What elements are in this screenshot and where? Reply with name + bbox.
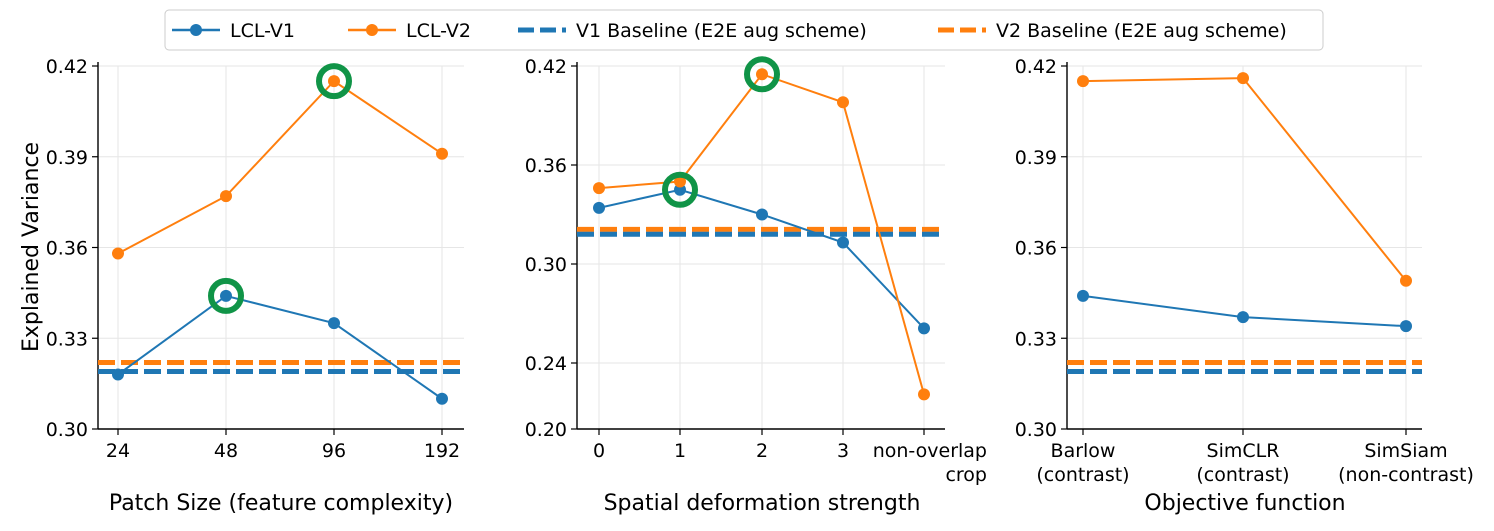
data-point-v1: [436, 392, 448, 405]
legend-marker: [366, 24, 378, 36]
legend-item: V1 Baseline (E2E aug scheme): [518, 20, 867, 42]
y-tick-label: 0.33: [46, 328, 88, 350]
y-tick-label: 0.24: [525, 353, 567, 375]
series-line-v2: [1082, 77, 1407, 282]
legend-label: LCL-V2: [406, 20, 471, 42]
x-axis-title: Patch Size (feature complexity): [109, 491, 453, 516]
data-point-v2: [593, 182, 605, 195]
data-point-v1: [1077, 289, 1089, 302]
data-point-v1: [1237, 311, 1249, 324]
data-point-v1: [220, 289, 232, 302]
x-tick-label: 96: [322, 440, 346, 462]
data-point-v1: [756, 208, 768, 221]
y-tick-label: 0.42: [1015, 56, 1057, 78]
data-point-v1: [837, 236, 849, 249]
data-point-v2: [1077, 75, 1089, 88]
y-tick-label: 0.36: [1015, 238, 1057, 260]
legend-item: LCL-V2: [348, 20, 471, 42]
highlight-ring: [316, 63, 352, 100]
y-tick-label: 0.20: [525, 419, 567, 441]
x-tick-label: non-overlap crop: [873, 440, 987, 486]
x-tick-label: SimSiam (non-contrast): [1338, 440, 1474, 486]
highlight-ring: [208, 277, 244, 314]
y-tick-label: 0.39: [46, 147, 88, 169]
y-tick-label: 0.42: [46, 56, 88, 78]
data-point-v2: [918, 388, 930, 401]
legend-label: LCL-V1: [230, 20, 295, 42]
data-point-v2: [220, 190, 232, 203]
y-tick-label: 0.30: [46, 419, 88, 441]
x-tick-label: Barlow (contrast): [1036, 440, 1129, 486]
y-tick-label: 0.36: [46, 238, 88, 260]
legend-label: V1 Baseline (E2E aug scheme): [576, 20, 867, 42]
x-tick-label: 24: [106, 440, 130, 462]
y-tick-label: 0.36: [525, 155, 567, 177]
legend-label: V2 Baseline (E2E aug scheme): [996, 20, 1287, 42]
legend-marker: [190, 24, 202, 36]
panel-patch-size: 0.30 0.33 0.36 0.39 0.42 24 48 96 192 Patch Size …: [46, 56, 464, 516]
data-point-v2: [674, 175, 686, 188]
series-line-v1: [117, 294, 443, 400]
legend-item: LCL-V1: [172, 20, 295, 42]
y-tick-label: 0.39: [1015, 147, 1057, 169]
legend-item: V2 Baseline (E2E aug scheme): [938, 20, 1287, 42]
x-axis-title: Objective function: [1144, 491, 1345, 516]
x-tick-label: 3: [837, 440, 849, 462]
data-point-v1: [674, 183, 686, 196]
x-tick-label: 2: [756, 440, 768, 462]
x-tick-label: SimCLR (contrast): [1196, 440, 1289, 486]
data-point-v1: [593, 201, 605, 214]
y-tick-label: 0.42: [525, 56, 567, 78]
legend-frame: [164, 9, 1324, 51]
highlight-ring: [662, 171, 698, 208]
panel-spatial-deformation: 0.20 0.24 0.30 0.36 0.42 0 1 2 3 non-overlap crop S…: [525, 56, 987, 516]
x-tick-label: 0: [593, 440, 605, 462]
x-axis-title: Spatial deformation strength: [604, 491, 921, 516]
data-point-v2: [756, 68, 768, 81]
data-point-v2: [1400, 274, 1412, 287]
data-point-v1: [112, 368, 124, 381]
legend: LCL-V1 LCL-V2 V1 Baseline (E2E aug scheme)…: [164, 9, 1324, 51]
y-axis-title: Explained Variance: [19, 142, 44, 352]
x-tick-label: 1: [674, 440, 686, 462]
data-point-v2: [112, 247, 124, 260]
data-point-v2: [837, 96, 849, 109]
x-tick-label: 192: [424, 440, 460, 462]
data-point-v2: [328, 75, 340, 88]
data-point-v1: [918, 322, 930, 335]
y-tick-label: 0.30: [525, 254, 567, 276]
y-tick-label: 0.33: [1015, 328, 1057, 350]
x-tick-label: 48: [214, 440, 238, 462]
data-point-v2: [1237, 72, 1249, 85]
highlight-ring: [744, 56, 780, 93]
data-point-v2: [436, 147, 448, 160]
data-point-v1: [1400, 320, 1412, 333]
series-line-v2: [117, 79, 443, 255]
y-tick-label: 0.30: [1015, 419, 1057, 441]
data-point-v1: [328, 317, 340, 330]
panel-objective-function: 0.30 0.33 0.36 0.39 0.42 Barlow (contrast) SimC…: [1015, 56, 1474, 516]
